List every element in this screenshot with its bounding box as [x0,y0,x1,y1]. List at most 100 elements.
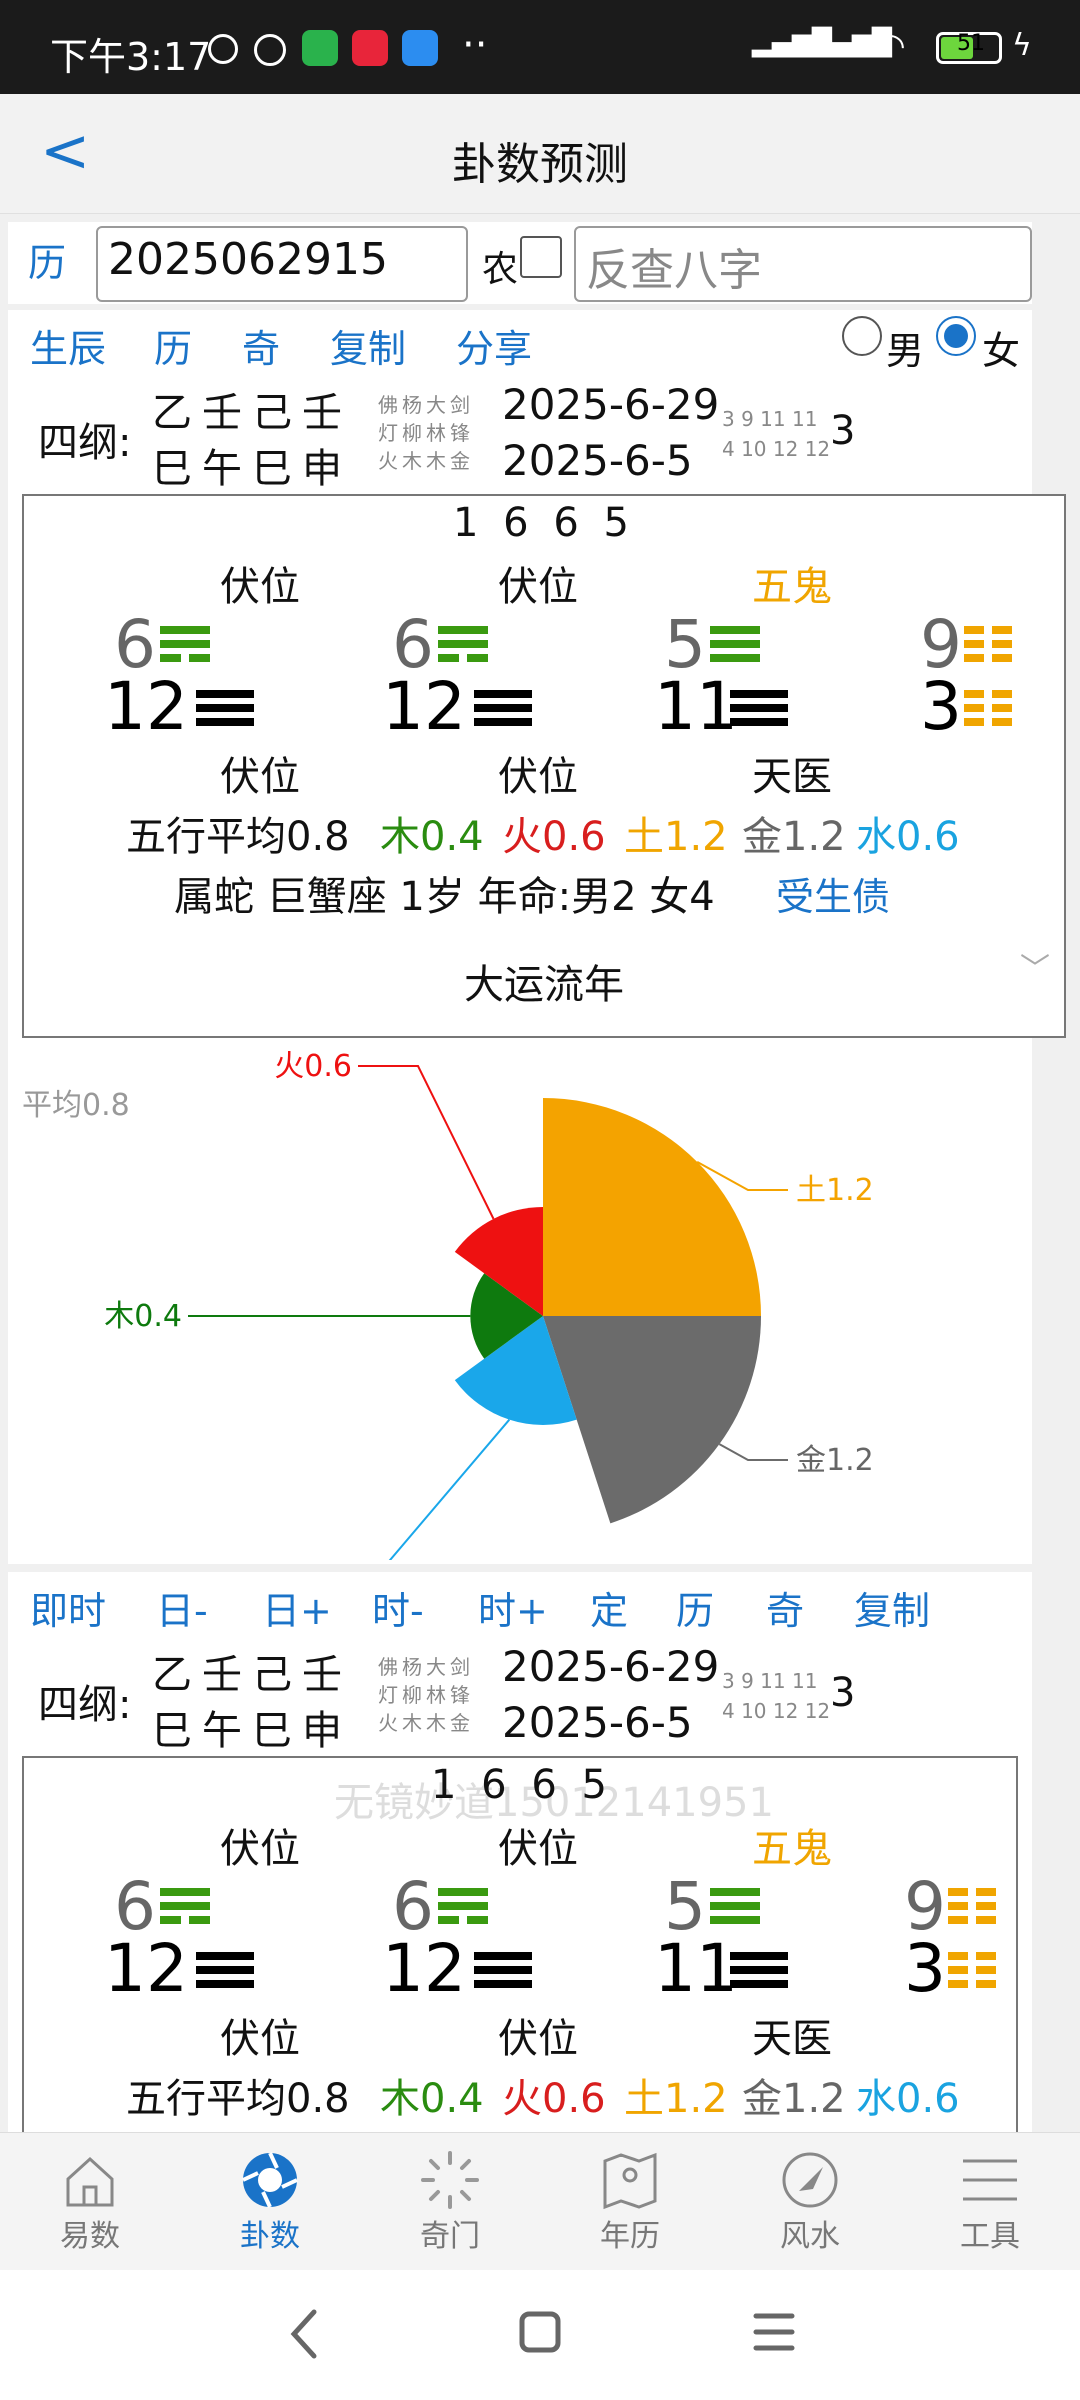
leader-line [388,1419,511,1560]
gua-1-lower-2: 12 [104,1930,188,2007]
nav-label: 风水 [780,2219,840,2254]
label-top-2-2: 伏位 [498,1826,578,1872]
nav-label: 年历 [600,2219,660,2254]
leader-line [718,1443,788,1461]
wuxing-average: 五行平均0.8 [126,814,350,860]
trigram-icon [948,1888,996,1930]
link-qi-2[interactable]: 奇 [766,1589,805,1633]
link-birth[interactable]: 生辰 [30,327,107,371]
app-header: < 卦数预测 [0,94,1080,214]
link-share[interactable]: 分享 [456,327,533,371]
nav-qimen[interactable]: 奇门 [360,2149,540,2255]
link-hour-plus[interactable]: 时+ [478,1589,548,1633]
num-right: 3 [830,408,856,454]
wuxing-shui-2: 水0.6 [856,2076,960,2122]
pie-slice-土 [543,1098,761,1316]
battery-level: 51 [957,31,985,56]
calendar-label[interactable]: 历 [28,241,67,285]
back-nav-icon[interactable] [284,2306,324,2362]
link-day-plus[interactable]: 日+ [262,1589,332,1633]
gua-3-lower-2: 11 [654,1930,738,2007]
link-hour-minus[interactable]: 时- [372,1589,424,1633]
trigram-icon [730,1952,788,1994]
pie-slice-金 [543,1316,761,1524]
num-right-2: 3 [830,1670,856,1716]
chart-title: 平均0.8 [22,1088,130,1123]
leader-line [358,1065,495,1220]
chevron-down-icon[interactable]: ﹀ [1020,952,1050,987]
home-nav-icon[interactable] [518,2310,562,2354]
wuxing-tu-2: 土1.2 [624,2076,728,2122]
link-day-minus[interactable]: 日- [156,1589,208,1633]
pie-slice-火 [454,1207,543,1316]
gua-2-lower-2: 12 [382,1930,466,2007]
lunar-date: 2025-6-5 [502,436,693,485]
nav-label: 奇门 [420,2219,480,2254]
compass-icon [782,2152,838,2208]
nav-gongju[interactable]: 工具 [900,2149,1080,2255]
nav-guashu[interactable]: 卦数 [180,2149,360,2255]
gua-box: 1 6 6 5 伏位 伏位 五鬼 6 12 6 12 5 11 9 3 伏位 [22,494,1066,1038]
charging-icon: ϟ [1012,28,1032,63]
nums-bottom: 4 10 12 12 [722,437,831,461]
pie-label-金: 金1.2 [796,1443,874,1478]
link-calendar[interactable]: 历 [154,327,193,371]
nav-nianli[interactable]: 年历 [540,2149,720,2255]
nav-fengshui[interactable]: 风水 [720,2149,900,2255]
trigram-icon [964,626,1012,668]
nums-bottom-2: 4 10 12 12 [722,1699,831,1723]
shousheng-link[interactable]: 受生债 [776,875,891,919]
dayun-label[interactable]: 大运流年 [464,962,624,1008]
nayin-top-2: 佛杨大剑 [378,1655,474,1679]
label-bottom-1: 伏位 [220,754,300,800]
reverse-bazi-input[interactable]: 反查八字 [574,226,1032,302]
pie-slice-水 [454,1316,577,1425]
nav-label: 卦数 [240,2219,300,2254]
link-copy[interactable]: 复制 [330,327,407,371]
lunar-label: 农 [482,249,519,290]
link-copy-2[interactable]: 复制 [854,1589,931,1633]
nav-yishu[interactable]: 易数 [0,2149,180,2255]
wuxing-mu-2: 木0.4 [380,2076,484,2122]
page-title: 卦数预测 [452,139,628,190]
link-qi[interactable]: 奇 [242,327,281,371]
trigram-icon [438,1888,488,1930]
label-bottom-1-2: 伏位 [220,2016,300,2062]
wuxing-jin: 金1.2 [742,814,846,860]
gua-4-upper-2: 9 [904,1868,946,1945]
male-radio[interactable] [842,316,882,356]
solar-date: 2025-6-29 [502,380,720,429]
link-calendar-2[interactable]: 历 [676,1589,715,1633]
link-now[interactable]: 即时 [30,1589,107,1633]
gua-4-lower: 3 [920,668,962,745]
male-label: 男 [886,329,925,373]
date-input[interactable]: 2025062915 [96,226,468,302]
wuxing-huo: 火0.6 [502,814,606,860]
female-radio[interactable] [936,316,976,356]
ganzhi-top: 乙壬己壬 [152,390,352,436]
label-bottom-3-2: 天医 [752,2016,832,2062]
signal2-icon: ▂▄▆█ [812,28,892,58]
wuxing-shui: 水0.6 [856,814,960,860]
pie-label-木: 木0.4 [104,1299,182,1334]
pie-label-土: 土1.2 [796,1173,874,1208]
watermark: 无镜妙道15012141951 [334,1780,774,1826]
gua-1-upper-2: 6 [114,1868,156,1945]
prediction-panel: 生辰 历 奇 复制 分享 男 女 四纲: 乙壬己壬 巳午巳申 佛杨大剑 灯柳林锋… [8,310,1066,1564]
trigram-icon [964,690,1012,732]
pie-slice-木 [470,1273,543,1359]
nayin-top: 佛杨大剑 [378,393,474,417]
recents-nav-icon[interactable] [752,2310,796,2354]
sigang-label: 四纲: [38,420,132,466]
ganzhi-bottom: 巳午巳申 [152,446,352,492]
wifi-icon: ◠ [876,26,906,66]
lunar-checkbox[interactable] [520,236,562,278]
trigram-icon [710,1888,760,1930]
wechat-icon [302,30,338,66]
back-button[interactable]: < [40,116,91,186]
wuxing-average-2: 五行平均0.8 [126,2076,350,2122]
gua-4-upper: 9 [920,606,962,683]
link-fix[interactable]: 定 [590,1589,629,1633]
wuxing-jin-2: 金1.2 [742,2076,846,2122]
app-icon [402,30,438,66]
